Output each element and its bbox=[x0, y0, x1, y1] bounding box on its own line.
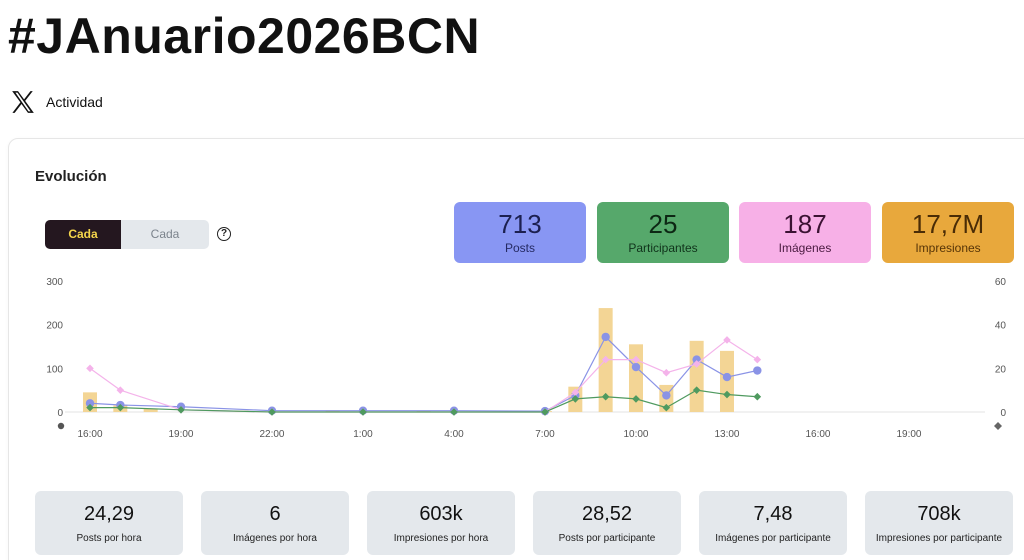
stat-images: 187 Imágenes bbox=[739, 202, 871, 263]
series-point-2 bbox=[541, 408, 549, 416]
evolution-chart: 0 100 200 300 0 20 40 60 16:00 19:00 22:00 1:00 4:00… bbox=[46, 277, 1007, 440]
help-icon[interactable]: ? bbox=[217, 227, 231, 241]
metric-value: 6 bbox=[269, 503, 281, 525]
metric-posts-per-participant: 28,52 Posts por participante bbox=[533, 491, 681, 555]
series-point-1 bbox=[753, 355, 762, 364]
series-point-0 bbox=[753, 366, 762, 375]
bar-posts bbox=[416, 410, 431, 412]
metric-images-per-hour: 6 Imágenes por hora bbox=[201, 491, 349, 555]
x-tick-label: 19:00 bbox=[896, 429, 921, 440]
y-left-tick-label: 100 bbox=[46, 364, 63, 375]
series-point-2 bbox=[753, 392, 762, 401]
metric-posts-per-hour: 24,29 Posts por hora bbox=[35, 491, 183, 555]
x-tick-label: 16:00 bbox=[77, 429, 102, 440]
series-point-1 bbox=[571, 388, 580, 397]
series-point-1 bbox=[692, 360, 701, 368]
metric-value: 7,48 bbox=[753, 503, 793, 525]
series-point-2 bbox=[571, 395, 580, 403]
metric-label: Imágenes por hora bbox=[233, 533, 317, 544]
series-point-0 bbox=[662, 391, 671, 400]
x-tick-label: 7:00 bbox=[535, 429, 555, 440]
bar-posts bbox=[719, 350, 734, 412]
stat-value: 25 bbox=[648, 209, 678, 239]
series-line-0 bbox=[89, 335, 758, 412]
stat-posts: 713 Posts bbox=[454, 202, 586, 263]
x-axis-start-marker bbox=[57, 422, 65, 430]
metric-label: Impresiones por hora bbox=[393, 533, 489, 544]
toggle-hourly-button[interactable]: Cada hora bbox=[45, 220, 121, 249]
series-point-2 bbox=[86, 403, 94, 412]
x-tick-label: 4:00 bbox=[444, 429, 464, 440]
metric-value: 24,29 bbox=[83, 503, 135, 525]
x-tick-label: 22:00 bbox=[259, 429, 284, 440]
series-point-2 bbox=[662, 403, 671, 412]
stat-participants: 25 Participantes bbox=[597, 202, 729, 263]
y-left-tick-label: 300 bbox=[46, 277, 63, 288]
x-tick-label: 19:00 bbox=[168, 429, 193, 440]
x-tick-label: 10:00 bbox=[623, 429, 648, 440]
metric-label: Posts por hora bbox=[76, 533, 142, 544]
series-point-1 bbox=[632, 355, 640, 364]
series-point-2 bbox=[177, 406, 185, 414]
series-point-1 bbox=[86, 364, 94, 373]
y-right-tick-label: 0 bbox=[1000, 408, 1006, 419]
y-right-tick-label: 60 bbox=[995, 277, 1007, 288]
series-point-0 bbox=[85, 399, 95, 408]
activity-header: Actividad bbox=[10, 88, 103, 116]
metric-label: Impresiones por participante bbox=[875, 533, 1003, 544]
x-tick-label: 1:00 bbox=[353, 429, 373, 440]
series-point-2 bbox=[692, 386, 701, 394]
section-title: Evolución bbox=[35, 168, 107, 185]
toggle-minute-button[interactable]: Cada minuto bbox=[121, 220, 209, 249]
metric-impressions-per-hour: 603k Impresiones por hora bbox=[367, 491, 515, 555]
metric-value: 708k bbox=[917, 503, 961, 525]
series-point-1 bbox=[723, 336, 731, 344]
series-point-2 bbox=[632, 395, 640, 403]
series-point-1 bbox=[601, 355, 610, 364]
stat-impressions: 17,7M Impresiones bbox=[882, 202, 1014, 263]
series-point-2 bbox=[359, 408, 367, 416]
series-point-2 bbox=[601, 392, 610, 401]
series-point-0 bbox=[631, 362, 641, 372]
stat-label: Participantes bbox=[628, 241, 698, 255]
series-point-2 bbox=[116, 403, 125, 412]
stat-label: Posts bbox=[504, 241, 535, 255]
metric-value: 603k bbox=[419, 503, 463, 525]
y-left-tick-label: 200 bbox=[46, 321, 63, 332]
metric-label: Imágenes por participante bbox=[715, 533, 831, 544]
x-tick-label: 16:00 bbox=[805, 429, 830, 440]
y-left-tick-label: 0 bbox=[57, 408, 63, 419]
stat-value: 187 bbox=[783, 209, 827, 239]
activity-label: Actividad bbox=[46, 94, 103, 110]
x-axis-end-marker bbox=[994, 422, 1002, 430]
stat-value: 713 bbox=[498, 209, 542, 239]
series-point-0 bbox=[601, 332, 610, 342]
y-right-tick-label: 20 bbox=[995, 364, 1007, 375]
bar-posts bbox=[143, 408, 158, 412]
series-point-2 bbox=[723, 390, 731, 399]
bar-posts bbox=[689, 340, 704, 412]
series-line-2 bbox=[90, 389, 758, 413]
granularity-toggle: Cada hora Cada minuto bbox=[45, 220, 209, 249]
stat-label: Imágenes bbox=[778, 241, 832, 255]
series-point-1 bbox=[116, 386, 125, 394]
series-point-2 bbox=[268, 408, 276, 416]
series-point-0 bbox=[722, 372, 732, 382]
page-title: #JAnuario2026BCN bbox=[8, 8, 481, 64]
y-right-tick-label: 40 bbox=[995, 321, 1007, 332]
series-line-1 bbox=[89, 339, 758, 413]
metric-images-per-participant: 7,48 Imágenes por participante bbox=[699, 491, 847, 555]
metric-value: 28,52 bbox=[581, 503, 633, 525]
stat-value: 17,7M bbox=[911, 209, 985, 239]
series-point-1 bbox=[662, 368, 671, 377]
metric-impressions-per-participant: 708k Impresiones por participante bbox=[865, 491, 1013, 555]
stat-label: Impresiones bbox=[915, 241, 981, 255]
series-point-2 bbox=[450, 408, 458, 416]
x-logo-icon bbox=[12, 91, 34, 113]
metric-label: Posts por participante bbox=[558, 533, 656, 544]
x-tick-label: 13:00 bbox=[714, 429, 739, 440]
